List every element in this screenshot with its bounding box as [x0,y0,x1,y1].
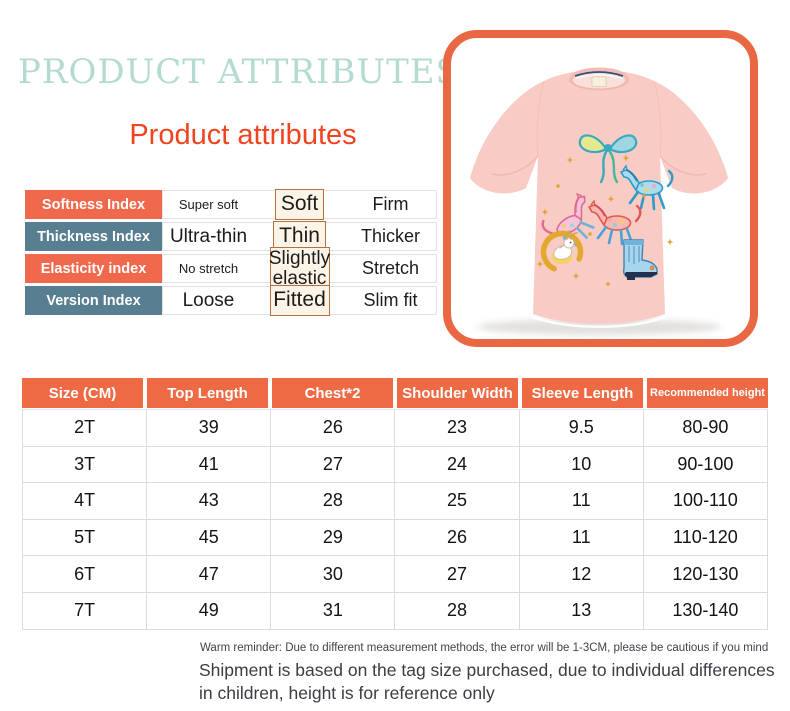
size-cell: 28 [271,483,396,520]
blue-horse-embroidery [620,164,674,211]
size-cell: 30 [271,556,396,593]
attribute-selected: Soft [254,189,345,220]
size-table-header: Size (CM) Top Length Chest*2 Shoulder Wi… [22,378,768,408]
cowboy-boot-embroidery [622,239,658,280]
size-cell: 29 [271,519,396,557]
size-cell: 90-100 [643,446,768,484]
attribute-selected-value: Soft [274,189,325,220]
size-cell: 10 [519,446,644,484]
goat-horseshoe-embroidery [540,230,584,274]
tshirt-graphic [470,67,728,328]
size-header-cell: Shoulder Width [397,378,518,408]
attribute-option-left: Ultra-thin [169,225,248,247]
attribute-option-right: Firm [372,194,409,214]
attribute-values: No stretch Slightly elastic Stretch [162,246,437,291]
attribute-label: Version Index [25,286,162,315]
size-cell: 43 [147,483,272,520]
attribute-selected-value: Slightly elastic [268,246,331,291]
attribute-option-left: No stretch [178,261,239,276]
size-cell: 120-130 [643,556,768,593]
attribute-label: Thickness Index [25,222,162,251]
size-cell: 100-110 [643,483,768,520]
attribute-option-right: Thicker [360,226,420,246]
size-cell: 47 [147,556,272,593]
size-cell: 26 [271,410,396,447]
size-cell: 12 [519,556,644,593]
size-cell: 27 [395,556,520,593]
size-cell: 23 [395,410,520,447]
decorative-title: PRODUCT ATTRIBUTES [18,52,460,92]
attribute-row-version: Version Index Loose Fitted Slim fit [25,285,437,316]
size-cell: 80-90 [643,410,768,447]
size-cell: 6T [23,556,148,593]
size-cell: 11 [519,519,644,557]
size-cell: 31 [271,592,396,630]
attribute-values: Ultra-thin Thin Thicker [162,221,437,252]
attribute-row-elasticity: Elasticity index No stretch Slightly ela… [25,246,437,291]
attribute-values: Super soft Soft Firm [162,189,437,220]
attribute-label: Elasticity index [25,254,162,283]
size-cell: 39 [147,410,272,447]
size-cell: 7T [23,592,148,630]
shipment-note: Shipment is based on the tag size purcha… [199,660,775,703]
size-cell: 45 [147,519,272,557]
page-title: Product attributes [129,119,357,151]
size-header-cell: Top Length [147,378,268,408]
size-cell: 26 [395,519,520,557]
size-cell: 24 [395,446,520,484]
red-horse-embroidery [588,199,642,246]
attribute-option-right: Slim fit [363,290,418,310]
attribute-selected: Fitted [254,285,345,316]
attribute-row-softness: Softness Index Super soft Soft Firm [25,189,437,220]
attribute-values: Loose Fitted Slim fit [162,285,437,316]
attribute-option-right: Stretch [361,258,420,278]
size-header-cell: Sleeve Length [522,378,643,408]
attribute-row-thickness: Thickness Index Ultra-thin Thin Thicker [25,221,437,252]
size-cell: 49 [147,592,272,630]
size-cell: 5T [23,519,148,557]
size-table: Size (CM) Top Length Chest*2 Shoulder Wi… [22,378,768,630]
size-cell: 11 [519,483,644,520]
attribute-selected: Slightly elastic [254,246,345,291]
size-cell: 13 [519,592,644,630]
size-cell: 4T [23,483,148,520]
size-header-cell: Chest*2 [272,378,393,408]
gold-stars [536,154,674,286]
size-header-cell: Recommended height [647,378,768,408]
attribute-selected-value: Fitted [269,285,330,316]
size-cell: 28 [395,592,520,630]
size-header-cell: Size (CM) [22,378,143,408]
size-cell: 27 [271,446,396,484]
warm-reminder-note: Warm reminder: Due to different measurem… [200,642,769,654]
bow-embroidery [578,134,638,184]
attribute-label: Softness Index [25,190,162,219]
size-cell: 41 [147,446,272,484]
size-cell: 2T [23,410,148,447]
attribute-option-left: Super soft [178,197,239,212]
attribute-option-left: Loose [182,289,235,311]
product-photo-tshirt [470,67,728,335]
neck-label [591,76,607,87]
size-cell: 25 [395,483,520,520]
size-cell: 3T [23,446,148,484]
size-cell: 110-120 [643,519,768,557]
size-table-body: 2T 39 26 23 9.5 80-90 3T 41 27 24 10 90-… [22,409,768,630]
size-cell: 9.5 [519,410,644,447]
attribute-table: Softness Index Super soft Soft Firm Thic… [25,189,437,318]
size-cell: 130-140 [643,592,768,630]
